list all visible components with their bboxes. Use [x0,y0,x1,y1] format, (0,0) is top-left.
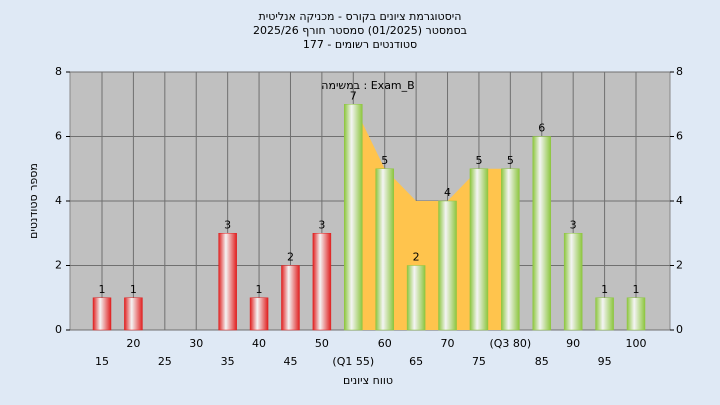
value-label: 1 [633,283,640,296]
y-axis-label: מספר סטודנטים [27,163,40,239]
value-label: 3 [570,218,577,231]
x-tick-label: 40 [252,337,266,350]
x-tick-label: 70 [441,337,455,350]
x-tick-label: 95 [598,355,612,368]
value-label: 4 [444,186,451,199]
annotation: במשימה : Exam_B [321,79,414,92]
value-label: 5 [507,154,514,167]
value-label: 7 [350,89,357,102]
value-label: 5 [475,154,482,167]
bar [595,297,614,331]
bar [501,168,520,331]
x-tick-label: (Q1 55) [332,355,374,368]
x-tick-label: (Q3 80) [489,337,531,350]
bar [92,297,112,331]
value-label: 1 [130,283,137,296]
y-tick-label: 4 [676,194,683,207]
y-tick-label: 8 [676,65,683,78]
value-label: 3 [224,218,231,231]
y-tick-label: 8 [55,65,62,78]
value-label: 3 [318,218,325,231]
bar [124,297,143,331]
bar [218,233,237,331]
chart-subtitle: סטודנטים רשומים - 177 [303,38,417,51]
x-tick-label: 65 [409,355,423,368]
x-tick-label: 85 [535,355,549,368]
bar [344,104,363,331]
bar [532,136,552,331]
y-tick-label: 2 [55,259,62,272]
x-tick-label: 100 [626,337,647,350]
x-tick-label: 45 [283,355,297,368]
bar [626,297,646,331]
bar [312,233,332,331]
x-tick-label: 60 [378,337,392,350]
value-label: 5 [381,154,388,167]
x-tick-label: 30 [189,337,203,350]
y-tick-label: 0 [55,323,62,336]
value-label: 1 [601,283,608,296]
x-tick-label: 50 [315,337,329,350]
value-label: 1 [99,283,106,296]
bar [406,265,426,331]
y-tick-label: 6 [676,130,683,143]
bar [563,233,583,331]
y-tick-label: 2 [676,259,683,272]
value-label: 1 [256,283,263,296]
x-axis-label: טווח ציונים [343,374,393,387]
bar [375,168,394,331]
x-tick-label: 20 [126,337,140,350]
bar [469,168,489,331]
bar [249,297,269,331]
bar [281,265,300,331]
x-tick-label: 15 [95,355,109,368]
value-label: 6 [538,122,545,135]
y-tick-label: 6 [55,130,62,143]
x-tick-label: 35 [221,355,235,368]
x-tick-label: 25 [158,355,172,368]
chart-title: היסטוגרמת ציונים בקורס - מכניקה אנליטית [259,10,462,23]
value-label: 2 [413,251,420,264]
y-tick-label: 0 [676,323,683,336]
chart-subtitle: בסמסטר (01/2025) סמסטר חורף 2025/26 [253,24,467,37]
x-tick-label: 90 [566,337,580,350]
value-label: 2 [287,251,294,264]
y-tick-label: 4 [55,194,62,207]
x-tick-label: 75 [472,355,486,368]
bar [438,200,457,331]
